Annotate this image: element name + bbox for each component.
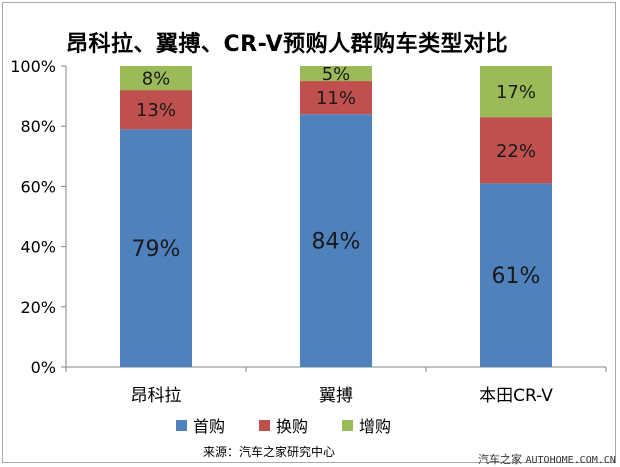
data-label: 79% [132,237,181,262]
y-tick-label: 60% [20,177,56,196]
bar-segment-2 [300,81,372,115]
x-tick-label: 本田CR-V [479,386,553,406]
bar-segment-1 [300,114,372,367]
watermark-logo: 汽车之家 AUTOHOME.COM.CN [478,451,616,467]
legend-swatch [176,419,187,431]
data-label: 13% [136,100,176,121]
bar-segment-3 [120,66,192,91]
bar-segment-2 [120,90,192,130]
data-label: 22% [496,141,536,162]
bar-segment-1 [120,129,192,367]
y-tick-label: 80% [20,117,56,136]
x-tick-label: 翼搏 [319,386,353,406]
data-label: 5% [322,64,351,85]
bar-segment-3 [300,66,372,82]
y-tick-label: 100% [10,57,56,76]
watermark-latin: AUTOHOME.COM.CN [525,455,616,466]
chart-frame [2,2,616,463]
data-label: 8% [142,69,171,90]
chart-legend: 首购 换购 增购 [176,413,391,437]
legend-label: 首购 [193,417,226,436]
y-tick-label: 20% [20,298,56,317]
chart-title: 昂科拉、翼搏、CR-V预购人群购车类型对比 [66,32,509,57]
bar-segment-3 [480,66,552,118]
data-label: 61% [492,264,541,289]
legend-item-replacement: 换购 [259,413,308,437]
data-label: 17% [496,82,536,103]
watermark-cn: 汽车之家 [478,453,522,466]
data-label: 84% [312,230,361,255]
y-tick-label: 0% [31,358,56,377]
legend-swatch [342,419,354,431]
legend-label: 换购 [276,417,309,436]
legend-item-first-purchase: 首购 [176,413,225,437]
legend-swatch [259,419,271,431]
bar-segment-1 [480,183,552,367]
x-tick-label: 昂科拉 [131,386,182,406]
bar-segment-2 [480,117,552,184]
data-label: 11% [316,88,356,109]
y-tick-label: 40% [20,238,56,257]
legend-item-additional: 增购 [342,413,391,437]
legend-label: 增购 [359,417,392,436]
source-note: 来源：汽车之家研究中心 [203,445,336,459]
